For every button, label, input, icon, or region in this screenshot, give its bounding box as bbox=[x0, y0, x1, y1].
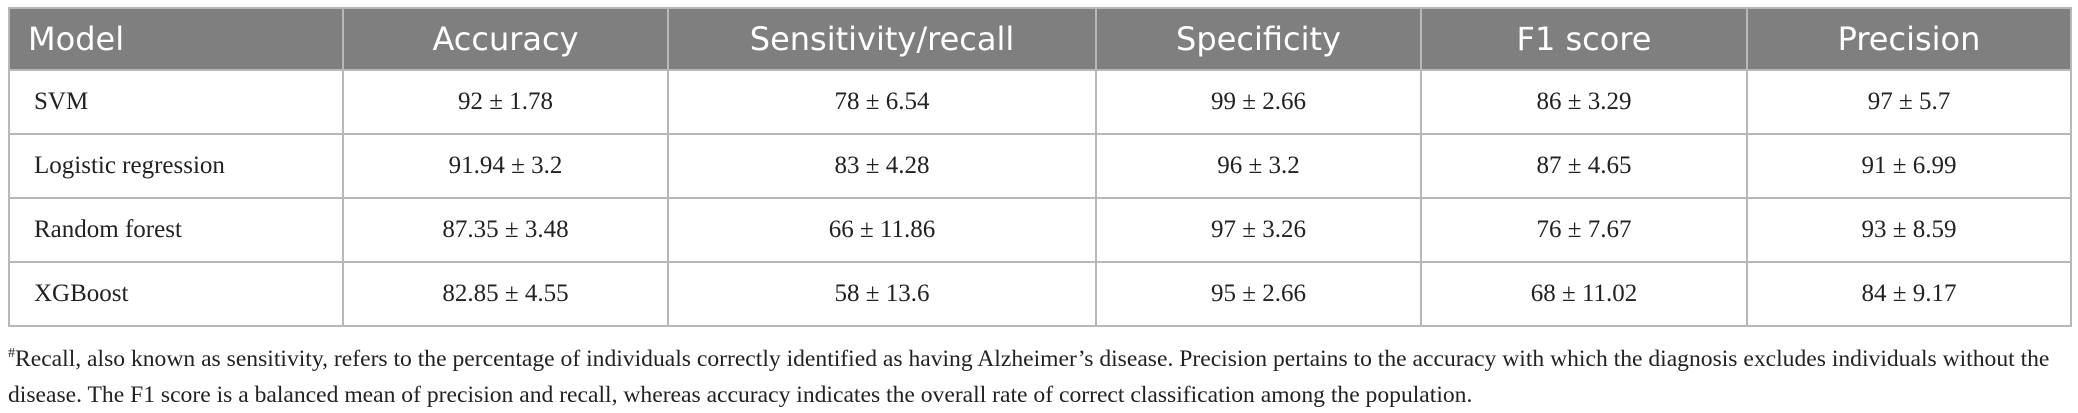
metric-cell: 97 ± 3.26 bbox=[1095, 197, 1422, 263]
model-cell: XGBoost bbox=[8, 261, 344, 327]
metric-cell: 83 ± 4.28 bbox=[667, 133, 1097, 199]
metric-cell: 87.35 ± 3.48 bbox=[342, 197, 669, 263]
table-row: Random forest 87.35 ± 3.48 66 ± 11.86 97 ± … bbox=[8, 197, 2072, 263]
metric-cell: 95 ± 2.66 bbox=[1095, 261, 1422, 327]
table-row: Logistic regression 91.94 ± 3.2 83 ± 4.28 9… bbox=[8, 133, 2072, 199]
metric-cell: 82.85 ± 4.55 bbox=[342, 261, 669, 327]
metric-cell: 68 ± 11.02 bbox=[1420, 261, 1748, 327]
model-cell: Random forest bbox=[8, 197, 344, 263]
table-row: SVM 92 ± 1.78 78 ± 6.54 99 ± 2.66 86 ± 3.29 9… bbox=[8, 69, 2072, 135]
header-cell: Precision bbox=[1746, 7, 2072, 71]
metric-cell: 78 ± 6.54 bbox=[667, 69, 1097, 135]
footnote-text: Recall, also known as sensitivity, refer… bbox=[8, 345, 2050, 408]
model-cell: SVM bbox=[8, 69, 344, 135]
header-cell: F1 score bbox=[1420, 7, 1748, 71]
metric-cell: 87 ± 4.65 bbox=[1420, 133, 1748, 199]
header-row: Model Accuracy Sensitivity/recall Specifici… bbox=[8, 7, 2072, 71]
metric-cell: 97 ± 5.7 bbox=[1746, 69, 2072, 135]
footnote: #Recall, also known as sensitivity, refe… bbox=[8, 336, 2074, 413]
metric-cell: 92 ± 1.78 bbox=[342, 69, 669, 135]
header-cell: Model bbox=[8, 7, 344, 71]
metric-cell: 91 ± 6.99 bbox=[1746, 133, 2072, 199]
table-body: SVM 92 ± 1.78 78 ± 6.54 99 ± 2.66 86 ± 3.29 9… bbox=[8, 69, 2072, 327]
metric-cell: 91.94 ± 3.2 bbox=[342, 133, 669, 199]
table-row: XGBoost 82.85 ± 4.55 58 ± 13.6 95 ± 2.66 68 … bbox=[8, 261, 2072, 327]
metric-cell: 86 ± 3.29 bbox=[1420, 69, 1748, 135]
model-cell: Logistic regression bbox=[8, 133, 344, 199]
metric-cell: 66 ± 11.86 bbox=[667, 197, 1097, 263]
metric-cell: 58 ± 13.6 bbox=[667, 261, 1097, 327]
header-cell: Specificity bbox=[1095, 7, 1422, 71]
metric-cell: 93 ± 8.59 bbox=[1746, 197, 2072, 263]
metric-cell: 76 ± 7.67 bbox=[1420, 197, 1748, 263]
header-cell: Accuracy bbox=[342, 7, 669, 71]
metric-cell: 84 ± 9.17 bbox=[1746, 261, 2072, 327]
metric-cell: 96 ± 3.2 bbox=[1095, 133, 1422, 199]
header-cell: Sensitivity/recall bbox=[667, 7, 1097, 71]
results-table: Model Accuracy Sensitivity/recall Specifici… bbox=[8, 7, 2072, 327]
footnote-marker: # bbox=[8, 346, 15, 361]
metric-cell: 99 ± 2.66 bbox=[1095, 69, 1422, 135]
